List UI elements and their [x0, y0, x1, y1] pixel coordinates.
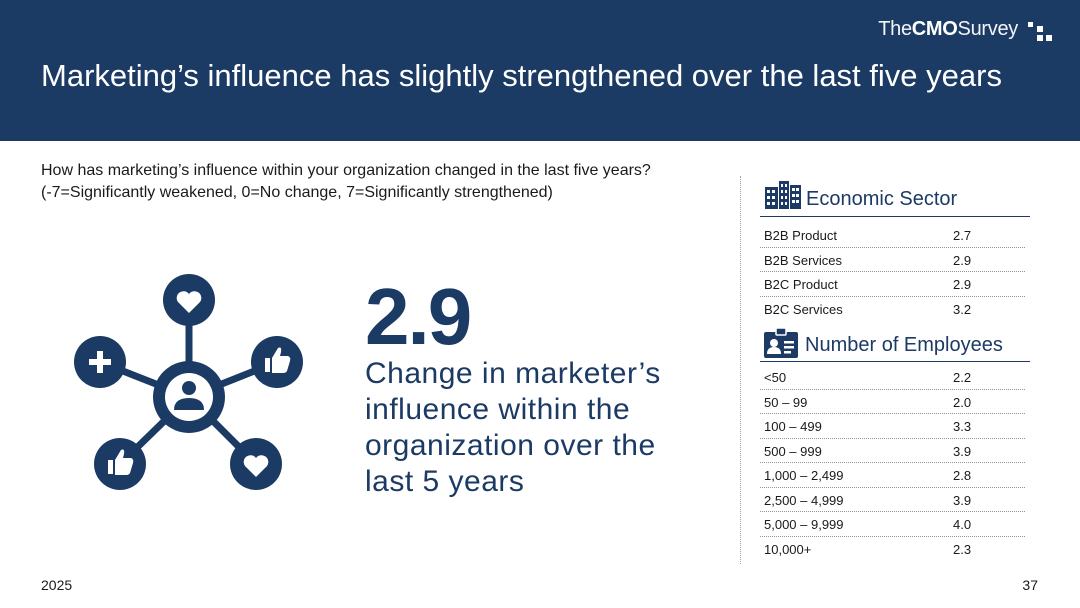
economic-sector-table: B2B Product 2.7 B2B Services 2.9 B2C Pro…: [760, 223, 1025, 321]
row-label: <50: [764, 370, 787, 385]
table-row: <50 2.2: [760, 365, 1025, 390]
row-label: 50 – 99: [764, 394, 808, 410]
row-label: 500 – 999: [764, 443, 822, 459]
header-banner: TheCMOSurvey Marketing’s influence has s…: [0, 0, 1080, 141]
economic-sector-title: Economic Sector: [806, 188, 958, 210]
row-value: 2.0: [953, 394, 972, 410]
table-row: 100 – 499 3.3: [760, 414, 1025, 439]
question-text: How has marketing’s influence within you…: [41, 162, 651, 179]
table-row: 1,000 – 2,499 2.8: [760, 463, 1025, 488]
row-value: 2.9: [953, 252, 972, 268]
row-value: 3.9: [953, 492, 972, 508]
table-row: 50 – 99 2.0: [760, 390, 1025, 414]
employees-table: <50 2.2 50 – 99 2.0 100 – 499 3.3 500 – …: [760, 365, 1025, 561]
row-value: 2.8: [953, 468, 972, 483]
table-row: B2B Services 2.9: [760, 248, 1025, 272]
buildings-icon: [765, 181, 801, 209]
row-label: 10,000+: [764, 541, 812, 557]
table-row: B2C Product 2.9: [760, 272, 1025, 297]
row-value: 3.9: [953, 443, 972, 459]
brand-cmo: CMO: [911, 18, 958, 40]
survey-question: How has marketing’s influence within you…: [41, 160, 651, 204]
table-row: B2B Product 2.7: [760, 223, 1025, 248]
row-label: 100 – 499: [764, 419, 822, 434]
slide-title: Marketing’s influence has slightly stren…: [41, 58, 1002, 93]
footer-year: 2025: [41, 577, 73, 593]
row-value: 2.2: [953, 370, 972, 385]
influence-network-icon: [74, 274, 303, 490]
row-value: 3.3: [953, 419, 972, 434]
row-value: 2.3: [953, 541, 972, 557]
employees-title: Number of Employees: [805, 334, 1003, 356]
row-label: 5,000 – 9,999: [764, 517, 844, 532]
employees-rule: [760, 361, 1030, 362]
question-scale: (-7=Significantly weakened, 0=No change,…: [41, 184, 553, 201]
table-row: 2,500 – 4,999 3.9: [760, 488, 1025, 512]
table-row: 500 – 999 3.9: [760, 439, 1025, 463]
column-divider: [740, 176, 741, 564]
row-value: 2.9: [953, 277, 972, 292]
headline-value: 2.9: [365, 272, 472, 361]
table-row: 5,000 – 9,999 4.0: [760, 512, 1025, 537]
economic-sector-rule: [760, 216, 1030, 217]
row-value: 3.2: [953, 301, 972, 317]
row-value: 2.7: [953, 228, 972, 243]
row-label: 2,500 – 4,999: [764, 492, 844, 508]
brand-logo: TheCMOSurvey: [878, 18, 1018, 41]
row-label: 1,000 – 2,499: [764, 468, 844, 483]
headline-caption: Change in marketer’s influence within th…: [365, 357, 661, 498]
row-label: B2C Product: [764, 277, 838, 292]
row-label: B2B Services: [764, 252, 843, 268]
row-label: B2B Product: [764, 228, 837, 243]
brand-dots-icon: [1028, 22, 1054, 42]
id-badge-icon: [764, 328, 798, 358]
brand-the: The: [878, 18, 912, 40]
page-number: 37: [1022, 577, 1038, 593]
row-value: 4.0: [953, 517, 972, 532]
table-row: 10,000+ 2.3: [760, 537, 1025, 562]
brand-survey: Survey: [957, 18, 1019, 40]
table-row: B2C Services 3.2: [760, 297, 1025, 322]
row-label: B2C Services: [764, 301, 843, 317]
